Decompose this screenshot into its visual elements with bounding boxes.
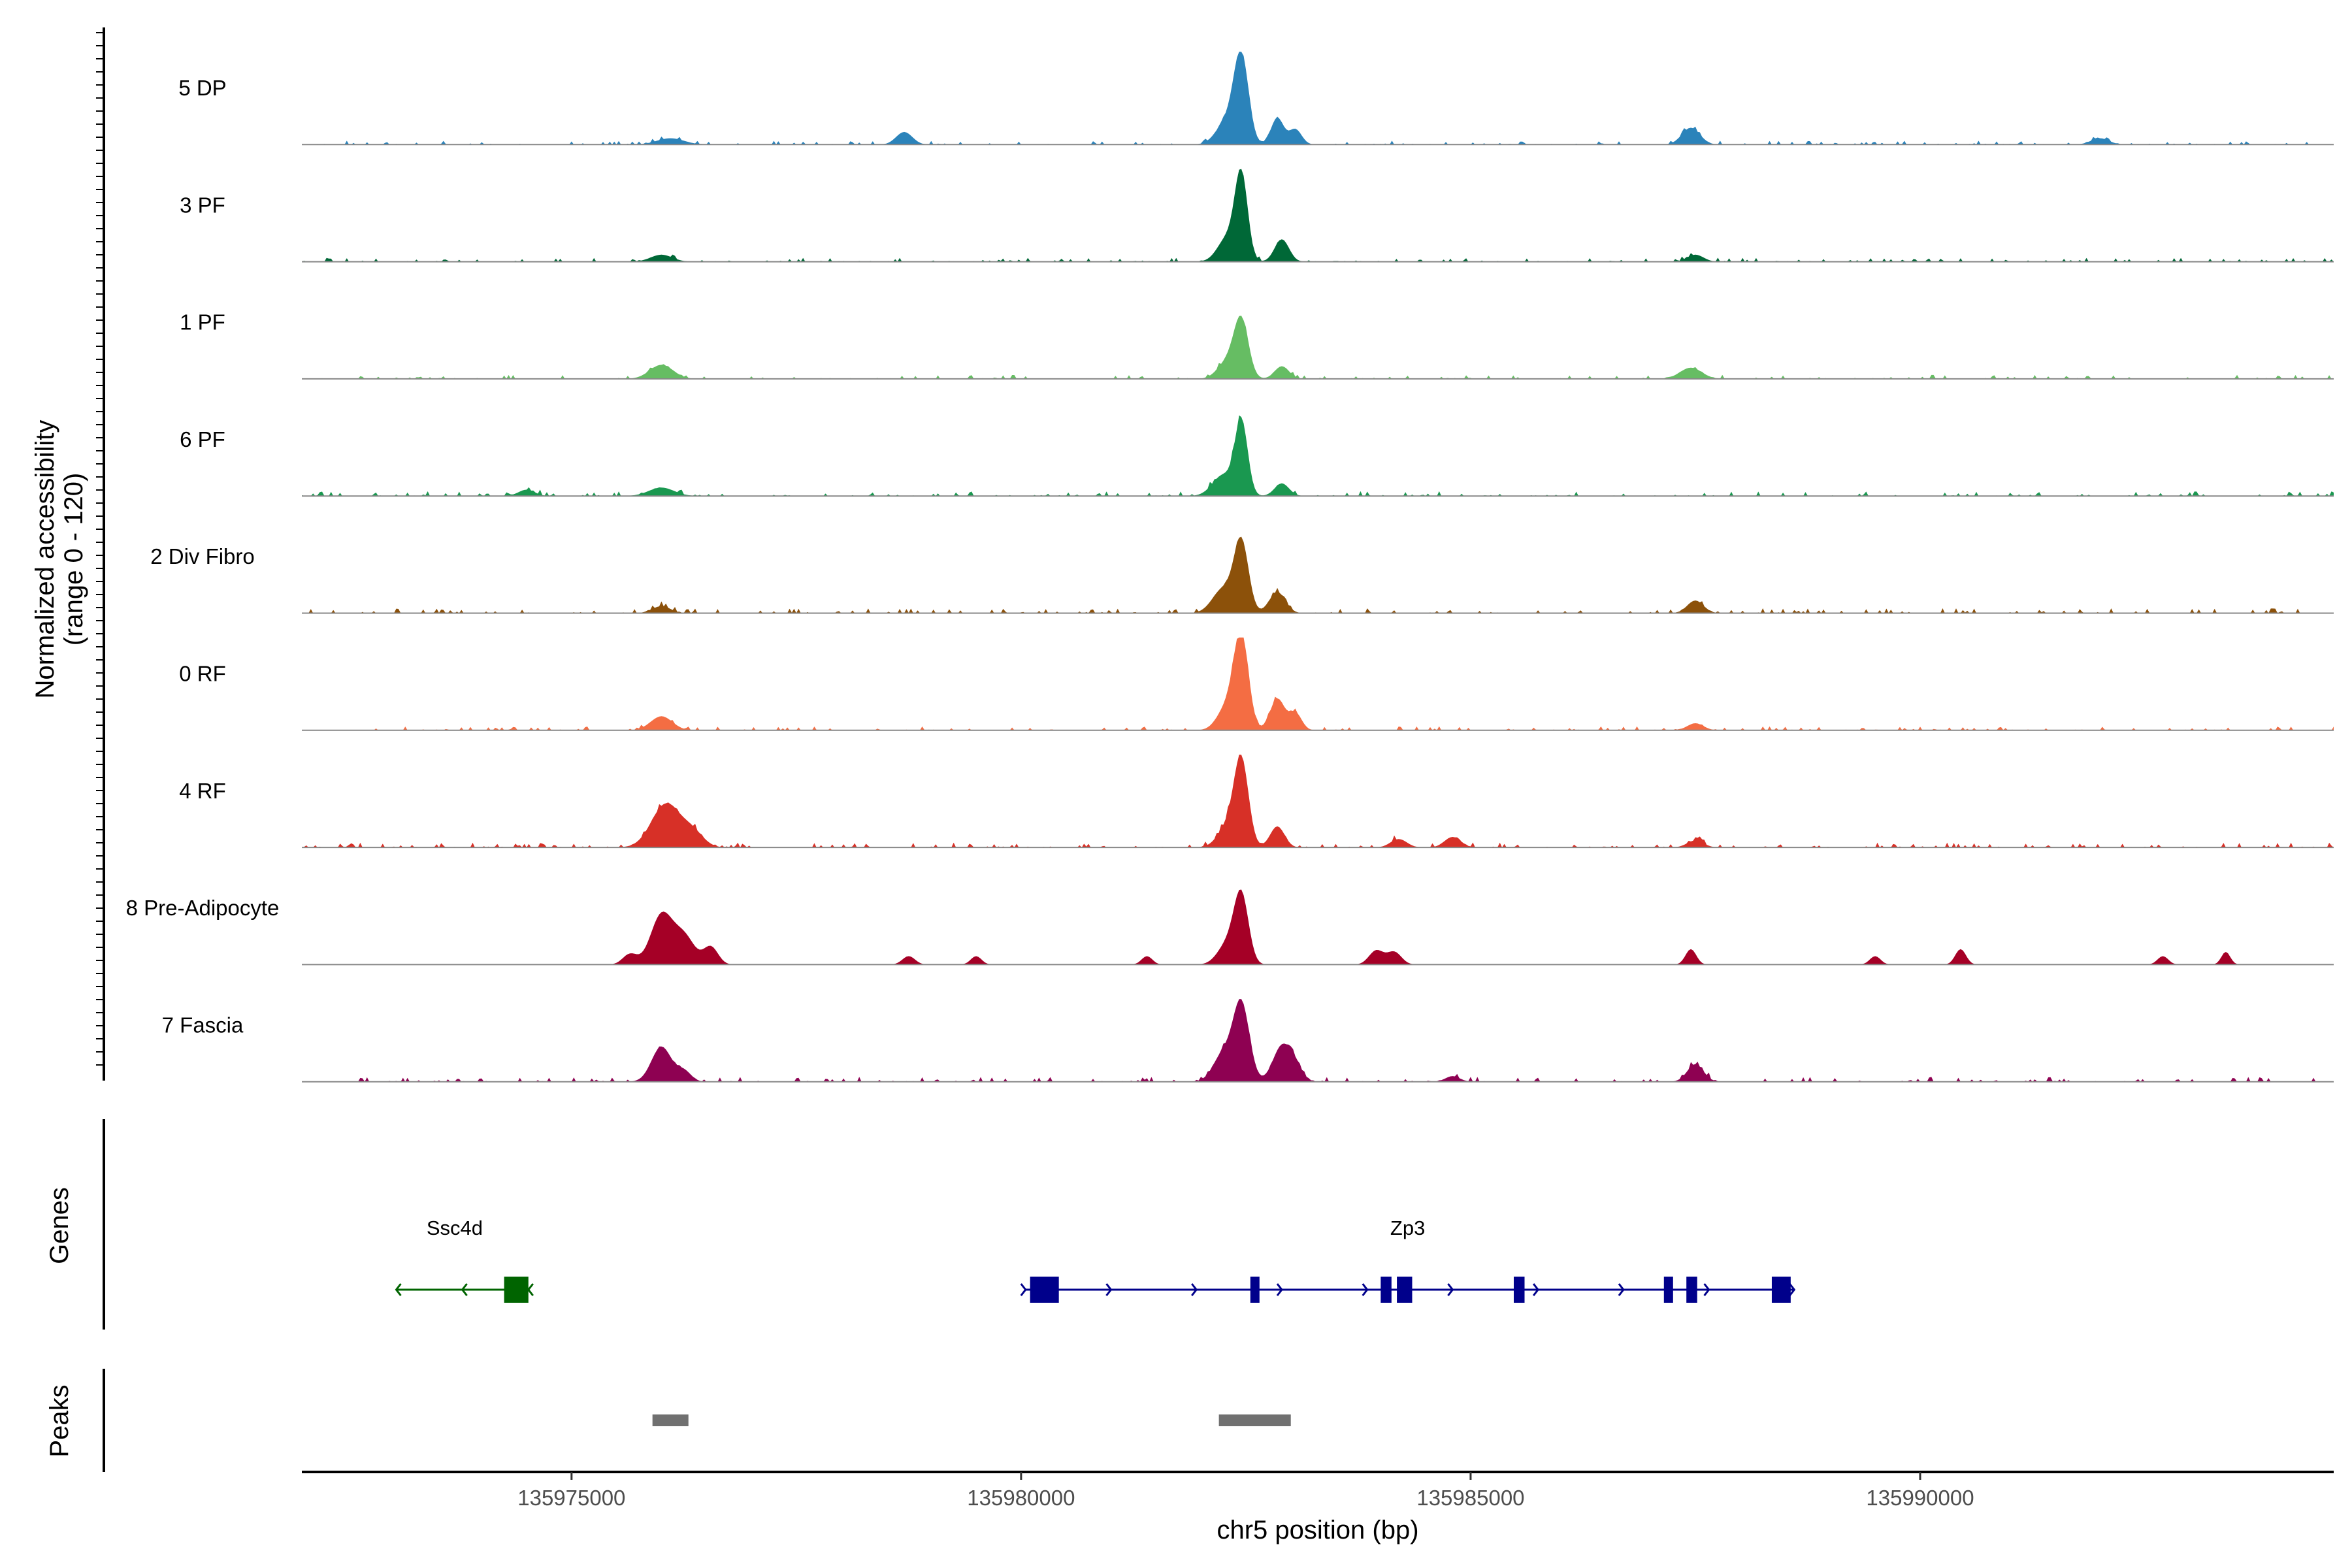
x-axis-tick-label: 135990000 <box>1866 1486 1974 1510</box>
track-4: 2 Div Fibro <box>150 536 2334 614</box>
strand-arrow <box>1020 1283 1027 1296</box>
x-axis-ticks: 135975000 135980000 135985000 135990000 <box>517 1472 1974 1510</box>
x-axis-tick-label: 135985000 <box>1416 1486 1524 1510</box>
strand-arrow <box>1191 1283 1198 1296</box>
y-axis-title-line1: Normalized accessibility <box>31 420 59 699</box>
strand-arrow <box>461 1283 468 1296</box>
track-label: 0 RF <box>179 662 226 686</box>
strand-arrow <box>395 1283 402 1296</box>
peaks-panel-title: Peaks <box>45 1384 74 1457</box>
peaks-group <box>652 1414 1291 1426</box>
x-axis-title: chr5 position (bp) <box>1217 1516 1418 1544</box>
tracks-group: 5 DP 3 PF 1 PF 6 PF 2 Div Fibro 0 RF 4 RF 8 Pre… <box>126 52 2334 1083</box>
gene-exon <box>1380 1277 1392 1303</box>
track-5: 0 RF <box>179 637 2334 731</box>
gene-exon <box>1686 1277 1697 1303</box>
track-label: 4 RF <box>179 779 226 803</box>
genes-panel-title: Genes <box>45 1187 74 1264</box>
x-axis-tick-label: 135980000 <box>967 1486 1075 1510</box>
y-axis-title-line2: (range 0 - 120) <box>59 473 88 646</box>
track-label: 8 Pre-Adipocyte <box>126 896 280 920</box>
strand-arrow <box>1789 1283 1796 1296</box>
gene-label: Ssc4d <box>427 1217 483 1239</box>
track-2: 1 PF <box>180 310 2334 380</box>
strand-arrow <box>1276 1283 1283 1296</box>
track-0: 5 DP <box>178 52 2334 146</box>
track-1: 3 PF <box>180 169 2334 263</box>
track-label: 5 DP <box>178 76 226 100</box>
track-label: 6 PF <box>180 427 225 451</box>
track-3: 6 PF <box>180 415 2334 497</box>
strand-arrow <box>1362 1283 1369 1296</box>
strand-arrow <box>1618 1283 1625 1296</box>
peak-region <box>1218 1414 1291 1426</box>
gene-exon <box>1663 1277 1673 1303</box>
track-label: 3 PF <box>180 193 225 217</box>
strand-arrow <box>1532 1283 1540 1296</box>
track-6: 4 RF <box>179 755 2334 849</box>
gene-ssc4d: Ssc4d <box>395 1217 534 1303</box>
x-axis-tick-label: 135975000 <box>517 1486 625 1510</box>
track-label: 7 Fascia <box>162 1013 244 1037</box>
track-8: 7 Fascia <box>162 999 2334 1083</box>
gene-label: Zp3 <box>1390 1217 1425 1239</box>
genes-group: Ssc4d Zp3 <box>395 1217 1796 1303</box>
gene-exon <box>1030 1277 1059 1303</box>
gene-exon <box>1250 1277 1260 1303</box>
gene-zp3: Zp3 <box>1020 1217 1796 1303</box>
track-label: 1 PF <box>180 310 225 335</box>
strand-arrow <box>1447 1283 1454 1296</box>
track-7: 8 Pre-Adipocyte <box>126 889 2334 966</box>
strand-arrow <box>1703 1283 1710 1296</box>
gene-exon <box>1513 1277 1525 1303</box>
strand-arrow <box>1105 1283 1113 1296</box>
track-label: 2 Div Fibro <box>150 544 255 568</box>
gene-exon <box>1771 1277 1791 1303</box>
gene-exon <box>1397 1277 1413 1303</box>
y-axis-ticks <box>96 32 104 1066</box>
gene-exon <box>504 1277 529 1303</box>
peak-region <box>652 1414 689 1426</box>
